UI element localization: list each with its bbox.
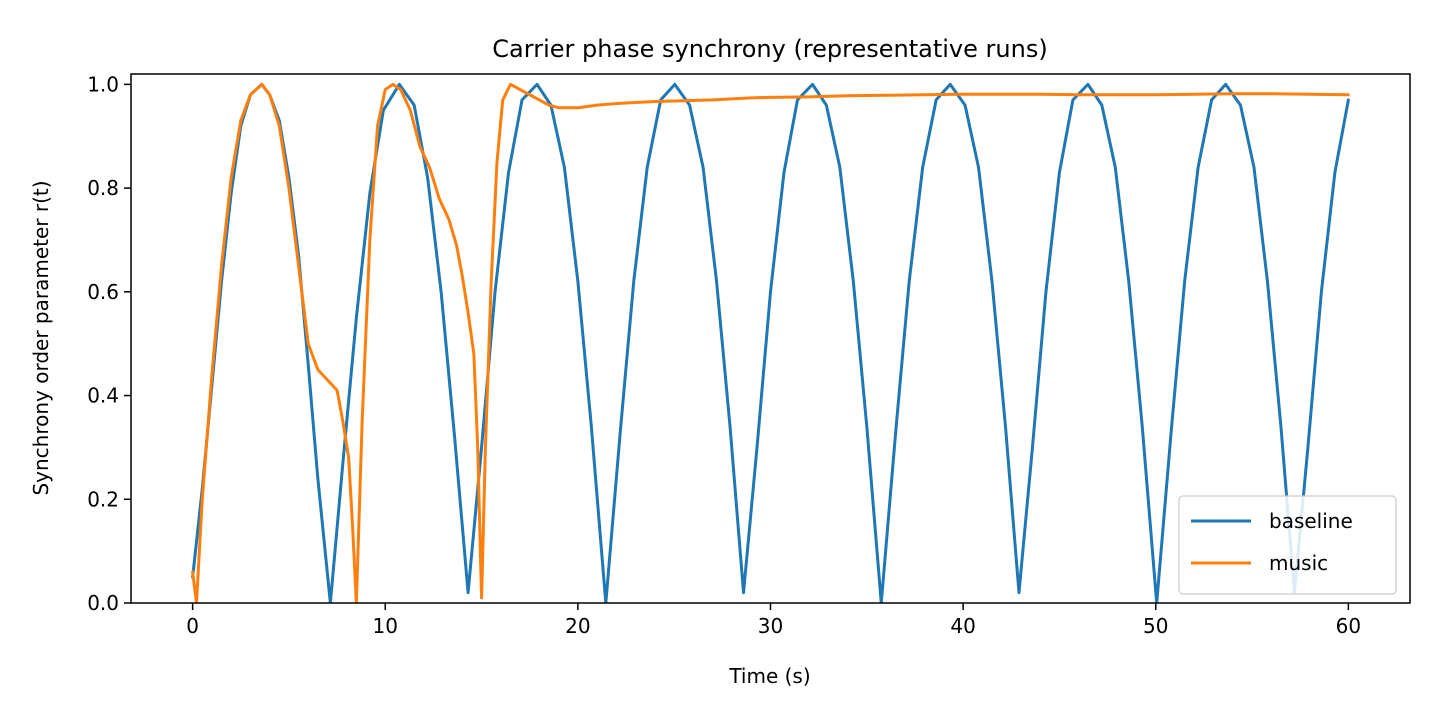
x-axis: 0 10 20 30 40 50 60 — [186, 603, 1361, 638]
x-tick-label: 30 — [758, 614, 783, 638]
y-tick-label: 0.8 — [87, 176, 119, 200]
x-tick-label: 10 — [373, 614, 398, 638]
legend-label-music: music — [1269, 551, 1328, 575]
x-tick-label: 20 — [565, 614, 590, 638]
y-tick-label: 0.2 — [87, 487, 119, 511]
series-line-baseline — [191, 82, 1350, 603]
legend: baseline music — [1178, 495, 1397, 595]
y-tick-label: 0.6 — [87, 280, 119, 304]
x-tick-label: 0 — [186, 614, 199, 638]
y-axis-title: Synchrony order parameter r(t) — [29, 180, 53, 495]
x-tick-label: 40 — [950, 614, 975, 638]
legend-label-baseline: baseline — [1269, 509, 1353, 533]
series-line-music — [191, 82, 1350, 603]
x-axis-title: Time (s) — [728, 664, 810, 688]
y-tick-label: 0.0 — [87, 591, 119, 615]
x-tick-label: 50 — [1143, 614, 1168, 638]
x-tick-label: 60 — [1336, 614, 1361, 638]
y-tick-label: 0.4 — [87, 384, 119, 408]
series-layer — [191, 82, 1350, 603]
y-axis: 0.0 0.2 0.4 0.6 0.8 1.0 — [87, 72, 131, 615]
chart-title: Carrier phase synchrony (representative … — [492, 35, 1047, 63]
y-tick-label: 1.0 — [87, 72, 119, 96]
